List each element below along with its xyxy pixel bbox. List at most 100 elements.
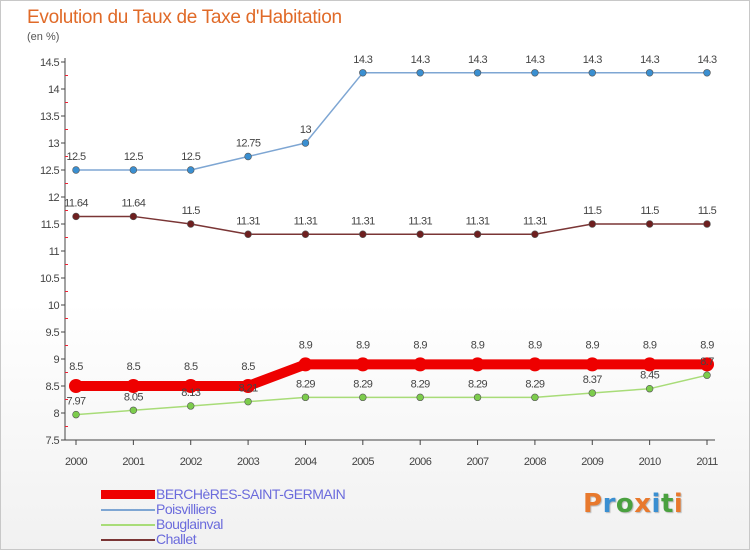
y-tick-label: 10.5 xyxy=(40,273,59,285)
data-labels-layer: 12.5 12.5 12.5 12.75 13 14.3 14.3 14.3 14.3 14.3 1… xyxy=(64,54,717,408)
legend-swatch xyxy=(101,532,155,547)
data-label: 14.3 xyxy=(353,54,372,66)
data-label: 11.5 xyxy=(698,205,717,217)
x-tick-label: 2001 xyxy=(122,456,145,468)
data-label: 11.31 xyxy=(408,215,432,227)
series-point xyxy=(473,230,482,238)
legend-swatch xyxy=(101,517,155,532)
data-label: 7.97 xyxy=(66,396,85,408)
data-label: 14.3 xyxy=(468,54,487,66)
series-point xyxy=(301,393,310,402)
data-label: 8.5 xyxy=(184,361,198,373)
data-label: 8.13 xyxy=(181,387,200,399)
x-tick-label: 2007 xyxy=(467,456,490,468)
y-tick-label: 8.5 xyxy=(46,381,60,393)
data-label: 11.31 xyxy=(523,215,547,227)
data-label: 8.7 xyxy=(700,356,714,368)
series-point xyxy=(703,69,711,77)
series-point xyxy=(645,385,654,393)
series-point xyxy=(187,402,195,410)
x-tick-label: 2010 xyxy=(639,456,662,468)
series-point xyxy=(187,220,195,228)
data-label: 12.5 xyxy=(181,151,200,163)
x-tick-label: 2011 xyxy=(696,456,718,468)
data-label: 13 xyxy=(300,124,312,136)
data-label: 11.31 xyxy=(236,215,260,227)
data-label: 8.29 xyxy=(353,378,372,390)
x-tick-label: 2008 xyxy=(524,456,547,468)
series-point xyxy=(241,379,256,393)
data-label: 8.29 xyxy=(411,378,430,390)
y-tick-label: 12.5 xyxy=(40,165,59,177)
series-point xyxy=(588,69,596,77)
series-point xyxy=(301,139,310,147)
series-point xyxy=(700,357,714,372)
data-label: 12.5 xyxy=(66,151,85,163)
data-label: 8.45 xyxy=(640,370,659,382)
data-label: 8.29 xyxy=(296,378,315,390)
y-tick-label: 13 xyxy=(48,138,60,150)
chart-subtitle: (en %) xyxy=(27,31,60,43)
x-tick-label: 2009 xyxy=(581,456,604,468)
data-label: 14.3 xyxy=(411,54,430,66)
y-tick-label: 7.5 xyxy=(46,435,60,447)
series-point xyxy=(642,357,657,372)
legend-label: Bouglainval xyxy=(156,516,223,532)
legend-label: Challet xyxy=(156,531,197,547)
series-point xyxy=(301,230,310,238)
y-tick-label: 11.5 xyxy=(41,219,60,231)
chart-axes: 7.5 8 8.5 9 9.5 10 10.5 11 11.5 12 12.5 13 13.5 14 14.… xyxy=(40,57,719,468)
data-label: 8.9 xyxy=(413,339,427,351)
chart-title: Evolution du Taux de Taxe d'Habitation xyxy=(27,7,342,28)
y-tick-label: 9.5 xyxy=(46,327,60,339)
series-point xyxy=(416,393,424,402)
series-point xyxy=(244,152,252,161)
y-tick-label: 14.5 xyxy=(40,57,59,69)
data-label: 8.9 xyxy=(299,339,313,351)
series-point xyxy=(645,69,654,77)
data-label: 8.5 xyxy=(241,361,255,373)
series-point xyxy=(416,69,424,77)
data-label: 12.75 xyxy=(236,138,261,150)
legend-swatch xyxy=(101,502,155,517)
x-tick-label: 2002 xyxy=(180,456,203,468)
data-label: 11.31 xyxy=(294,215,318,227)
data-label: 11.64 xyxy=(122,197,146,209)
series-point xyxy=(244,397,252,406)
data-label: 11.5 xyxy=(641,205,660,217)
series-point xyxy=(72,166,80,174)
data-label: 11.5 xyxy=(583,205,602,217)
data-label: 14.3 xyxy=(697,54,716,66)
series-point xyxy=(588,220,596,228)
series-point xyxy=(187,166,195,174)
legend-swatch xyxy=(101,487,155,502)
data-label: 8.29 xyxy=(525,378,544,390)
series-point xyxy=(355,357,370,372)
series-line xyxy=(75,374,708,416)
series-point xyxy=(531,393,539,402)
series-point xyxy=(703,220,711,228)
series-point xyxy=(416,230,424,238)
data-label: 11.31 xyxy=(351,215,375,227)
data-label: 8.9 xyxy=(700,339,714,351)
y-tick-label: 14 xyxy=(48,84,60,96)
y-tick-label: 9 xyxy=(53,354,59,366)
series-point xyxy=(359,393,367,402)
series-point xyxy=(645,220,654,228)
data-label: 8.29 xyxy=(468,378,487,390)
data-label: 8.37 xyxy=(583,374,602,386)
series-point xyxy=(359,69,367,77)
series-point xyxy=(588,389,596,397)
series-line xyxy=(76,215,707,236)
series-layer xyxy=(69,69,714,419)
data-label: 8.9 xyxy=(586,339,600,351)
y-tick-label: 8 xyxy=(53,408,59,420)
data-label: 11.64 xyxy=(64,197,88,209)
data-label: 8.9 xyxy=(643,339,657,351)
data-label: 12.5 xyxy=(124,151,143,163)
series-point xyxy=(473,393,482,402)
x-tick-label: 2000 xyxy=(65,456,88,468)
series-berch-res-saint-germain xyxy=(69,357,714,393)
